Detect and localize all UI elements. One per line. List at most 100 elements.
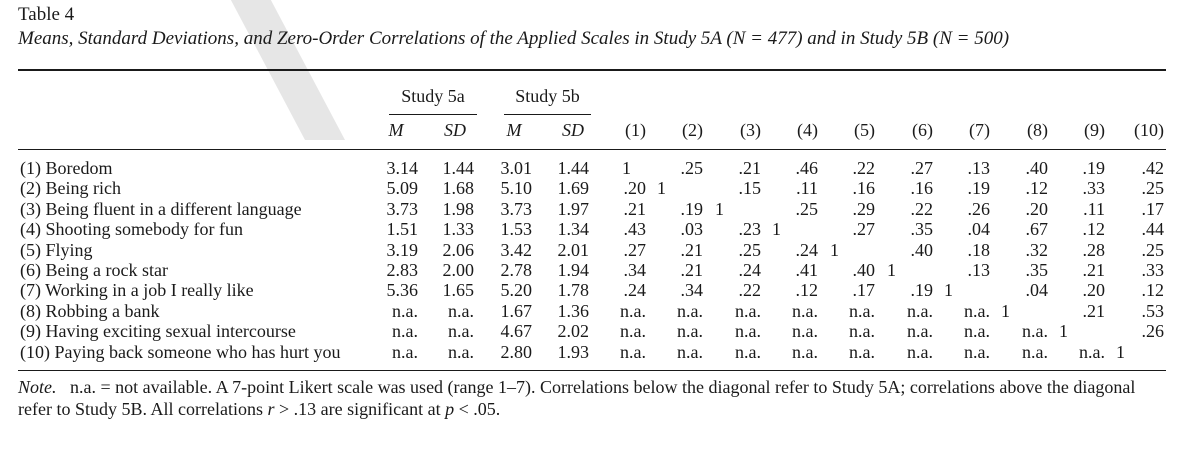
table-row: (3) Being fluent in a different language… (0, 199, 1200, 220)
table-cell: .22 (738, 280, 762, 301)
table-cell: n.a. (677, 341, 703, 362)
table-cell: .27 (910, 158, 934, 178)
table-cell: .40 (910, 239, 934, 260)
table-cell: 2.06 (442, 239, 475, 260)
corr-header-10: (10) (1134, 120, 1164, 140)
table-cell: 1 (887, 260, 896, 280)
table-cell: n.a. (448, 321, 474, 342)
table-cell: .15 (738, 178, 762, 199)
table-cell: 3.19 (386, 239, 419, 260)
table-cell: 1 (772, 219, 781, 240)
row-label: (10) Paying back someone who has hurt yo… (20, 341, 341, 362)
table-cell: .22 (910, 198, 934, 219)
corr-header-1: (1) (625, 120, 646, 140)
table-cell: .16 (852, 178, 876, 199)
table-cell: .33 (1141, 260, 1165, 280)
table-cell: 1.33 (442, 219, 475, 240)
stat-header-1: M (388, 120, 404, 140)
top-rule (18, 69, 1166, 71)
table-cell: 2.01 (557, 239, 590, 260)
table-cell: n.a. (620, 321, 646, 342)
table-cell: 1.97 (557, 198, 590, 219)
table-cell: 1.44 (442, 158, 475, 178)
table-cell: .53 (1141, 300, 1165, 321)
row-label: (6) Being a rock star (20, 260, 168, 280)
corr-header-6: (6) (912, 120, 933, 140)
table-row: (4) Shooting somebody for fun 1.51 1.33 1.5… (0, 219, 1200, 240)
row-label: (7) Working in a job I really like (20, 280, 254, 301)
note-label: Note. (18, 377, 57, 397)
table-row: (9) Having exciting sexual intercourse n.… (0, 321, 1200, 342)
table-cell: .27 (852, 219, 876, 240)
stat-header-4: SD (562, 120, 584, 140)
table-cell: 1.69 (557, 178, 590, 199)
row-label: (1) Boredom (20, 158, 113, 178)
table-cell: n.a. (448, 341, 474, 362)
table-cell: .25 (1141, 178, 1165, 199)
table-cell: .41 (795, 260, 819, 280)
table-cell: .42 (1141, 158, 1165, 178)
table-cell: .26 (1141, 321, 1165, 342)
table-cell: 3.42 (500, 239, 533, 260)
table-cell: 1 (657, 178, 666, 199)
table-cell: .17 (1141, 198, 1165, 219)
table-cell: 3.14 (386, 158, 419, 178)
table-cell: 2.80 (500, 341, 533, 362)
table-cell: .13 (967, 158, 991, 178)
table-row: (6) Being a rock star 2.83 2.00 2.78 1.94 .34… (0, 260, 1200, 281)
table-cell: .21 (1082, 300, 1106, 321)
note-text-1: n.a. = not available. A 7-point Likert s… (70, 377, 1136, 397)
bottom-rule (18, 370, 1166, 371)
table-cell: .21 (680, 260, 704, 280)
table-cell: .13 (967, 260, 991, 280)
table-row: (10) Paying back someone who has hurt yo… (0, 342, 1200, 363)
table-cell: 1.51 (386, 219, 419, 240)
table-cell: 1.94 (557, 260, 590, 280)
group-rule-2 (504, 114, 591, 115)
table-caption: Means, Standard Deviations, and Zero-Ord… (18, 28, 1010, 49)
note-text-2a: refer to Study 5B. All correlations (18, 399, 268, 419)
table-cell: n.a. (964, 341, 990, 362)
table-cell: 3.73 (500, 198, 533, 219)
table-cell: .17 (852, 280, 876, 301)
table-cell: 1 (1059, 321, 1068, 342)
table-cell: .11 (796, 178, 818, 199)
table-cell: .04 (1025, 280, 1049, 301)
table-cell: .67 (1025, 219, 1049, 240)
table-cell: n.a. (448, 300, 474, 321)
table-cell: n.a. (1022, 321, 1048, 342)
table-cell: n.a. (792, 341, 818, 362)
table-cell: n.a. (907, 341, 933, 362)
table-cell: .03 (680, 219, 704, 240)
table-cell: .26 (967, 198, 991, 219)
note-text-2c: < .05. (454, 399, 501, 419)
table-cell: .04 (967, 219, 991, 240)
corr-header-4: (4) (797, 120, 818, 140)
table-cell: n.a. (849, 321, 875, 342)
table-cell: n.a. (677, 300, 703, 321)
table-note-line1: Note. n.a. = not available. A 7-point Li… (18, 377, 1135, 398)
table-cell: n.a. (964, 321, 990, 342)
table-cell: 1 (944, 280, 953, 301)
table-cell: .24 (623, 280, 647, 301)
table-cell: .43 (623, 219, 647, 240)
table-cell: .19 (910, 280, 934, 301)
row-label: (2) Being rich (20, 178, 121, 199)
table-cell: n.a. (964, 300, 990, 321)
table-cell: .40 (852, 260, 876, 280)
table-cell: .20 (1082, 280, 1106, 301)
table-cell: .29 (852, 198, 876, 219)
note-p: p (445, 399, 455, 419)
corr-header-2: (2) (682, 120, 703, 140)
table-cell: 5.36 (386, 280, 419, 301)
table-cell: n.a. (1022, 341, 1048, 362)
table-row: (8) Robbing a bank n.a. n.a. 1.67 1.36 n.a. n.… (0, 301, 1200, 322)
table-cell: n.a. (1079, 341, 1105, 362)
table-cell: .21 (738, 158, 762, 178)
table-cell: 5.09 (386, 178, 419, 199)
table-cell: .25 (1141, 239, 1165, 260)
table-cell: .40 (1025, 158, 1049, 178)
table-cell: n.a. (392, 321, 418, 342)
table-cell: .32 (1025, 239, 1049, 260)
group-header-2: Study 5b (515, 86, 580, 106)
